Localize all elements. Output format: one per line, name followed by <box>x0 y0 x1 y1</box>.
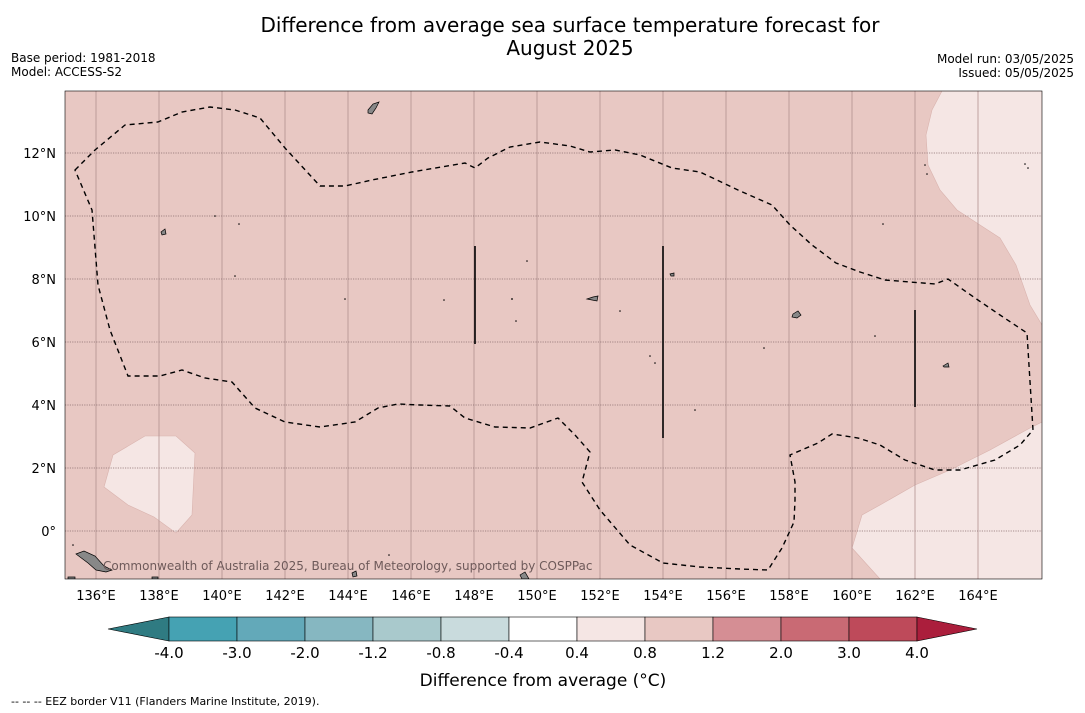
colorbar-title: Difference from average (°C) <box>420 671 667 691</box>
colorbar-label: -4.0 <box>154 644 183 662</box>
anomaly-background <box>65 91 1042 579</box>
island-small-1 <box>669 272 675 277</box>
island-chuuk <box>585 295 599 302</box>
lon-tick-labels: 136°E 138°E 140°E 142°E 144°E 146°E 148°… <box>76 589 998 604</box>
model-run: Model run: 03/05/2025 <box>936 52 1074 66</box>
eez-footnote: -- -- -- EEZ border V11 (Flanders Marine… <box>11 695 320 708</box>
map-title: Difference from average sea surface temp… <box>0 14 1085 60</box>
colorbar-label: -3.0 <box>222 644 251 662</box>
atolls <box>72 163 1029 556</box>
base-period: Base period: 1981-2018 <box>11 51 156 65</box>
lat-label: 0° <box>41 525 56 540</box>
colorbar-label: 2.0 <box>769 644 793 662</box>
island-small-4 <box>67 576 76 579</box>
lon-label: 148°E <box>454 589 494 604</box>
lon-label: 160°E <box>832 589 872 604</box>
light-anomaly-w <box>103 435 196 534</box>
lon-label: 152°E <box>580 589 620 604</box>
colorbar-segment <box>576 616 646 642</box>
island-kosrae <box>942 362 950 368</box>
model-name: Model: ACCESS-S2 <box>11 65 123 79</box>
meta-right: Model run: 03/05/2025 Issued: 05/05/2025 <box>937 52 1074 80</box>
light-anomaly-se <box>851 421 1042 579</box>
lat-label: 8°N <box>32 273 57 288</box>
island-guam <box>367 101 380 115</box>
lon-label: 144°E <box>328 589 368 604</box>
colorbar-label: 3.0 <box>837 644 861 662</box>
island-small-2 <box>519 571 530 579</box>
map-frame <box>64 90 1043 580</box>
lon-label: 164°E <box>958 589 998 604</box>
colorbar-segment <box>440 616 510 642</box>
lon-label: 136°E <box>76 589 116 604</box>
lon-label: 140°E <box>202 589 242 604</box>
colorbar-label: -2.0 <box>290 644 319 662</box>
colorbar-label: 1.2 <box>701 644 725 662</box>
colorbar-segment <box>372 616 442 642</box>
lat-label: 6°N <box>32 336 57 351</box>
colorbar-label: -0.4 <box>494 644 523 662</box>
colorbar-high-extension <box>916 616 978 642</box>
lon-label: 146°E <box>391 589 431 604</box>
lat-tick-labels: 12°N 10°N 8°N 6°N 4°N 2°N 0° <box>23 147 56 540</box>
gridlines <box>95 91 979 579</box>
lon-label: 154°E <box>643 589 683 604</box>
eez-border <box>74 106 1034 571</box>
title-line-2: August 2025 <box>506 36 634 60</box>
island-new-guinea <box>75 550 113 573</box>
colorbar: -4.0 -3.0 -2.0 -1.2 -0.8 -0.4 0.4 0.8 1.… <box>107 616 978 691</box>
lon-label: 142°E <box>265 589 305 604</box>
colorbar-label: -0.8 <box>426 644 455 662</box>
islands <box>67 101 950 579</box>
colorbar-segment <box>236 616 306 642</box>
colorbar-segment <box>168 616 238 642</box>
colorbar-label: 0.8 <box>633 644 657 662</box>
lat-label: 10°N <box>23 210 56 225</box>
issued-date: Issued: 05/05/2025 <box>958 66 1074 80</box>
colorbar-segment <box>712 616 782 642</box>
island-pohnpei <box>791 310 802 319</box>
lon-label: 156°E <box>706 589 746 604</box>
title-line-1: Difference from average sea surface temp… <box>260 13 880 37</box>
lon-label: 162°E <box>895 589 935 604</box>
map-panel: Commonwealth of Australia 2025, Bureau o… <box>64 90 1043 580</box>
light-anomaly-ne <box>925 91 1042 326</box>
lon-label: 150°E <box>517 589 557 604</box>
lat-label: 12°N <box>23 147 56 162</box>
colorbar-segment <box>304 616 374 642</box>
lon-label: 158°E <box>769 589 809 604</box>
lat-label: 4°N <box>32 399 57 414</box>
island-yap <box>160 228 167 236</box>
boundary-segments <box>474 246 916 438</box>
colorbar-segment <box>644 616 714 642</box>
island-small-3 <box>351 570 358 578</box>
colorbar-label: 4.0 <box>905 644 929 662</box>
colorbar-segment <box>508 616 578 642</box>
colorbar-label: 0.4 <box>565 644 589 662</box>
meta-left: Base period: 1981-2018 Model: ACCESS-S2 <box>11 51 156 79</box>
island-small-5 <box>151 576 159 579</box>
lat-label: 2°N <box>32 462 57 477</box>
colorbar-segment <box>780 616 850 642</box>
colorbar-label: -1.2 <box>358 644 387 662</box>
colorbar-low-extension <box>107 616 170 642</box>
lat-gridlines <box>65 152 1042 532</box>
colorbar-segment <box>848 616 918 642</box>
copyright-text: Commonwealth of Australia 2025, Bureau o… <box>103 559 593 573</box>
lon-label: 138°E <box>139 589 179 604</box>
